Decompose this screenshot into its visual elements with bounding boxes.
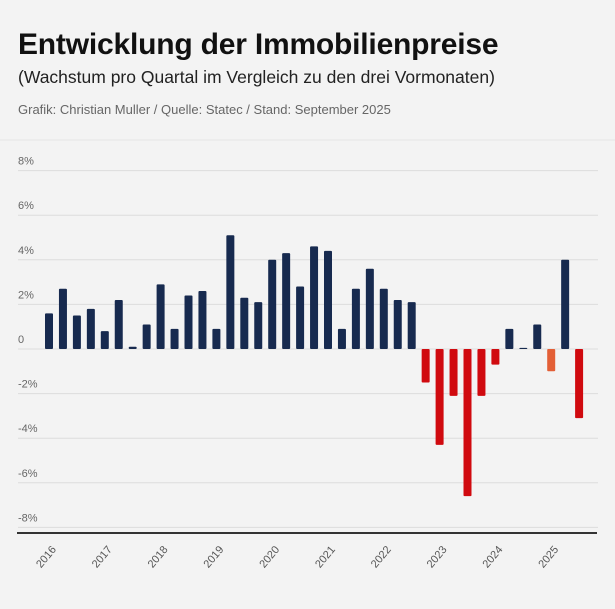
bar [170, 328, 179, 349]
bar [575, 349, 584, 419]
bar [365, 268, 374, 349]
bar [324, 250, 332, 349]
bar [477, 349, 486, 396]
bar [212, 328, 221, 349]
bar [310, 246, 319, 349]
x-tick-label: 2021 [313, 544, 338, 570]
bar [226, 235, 235, 349]
chart-credit: Grafik: Christian Muller / Quelle: State… [18, 102, 391, 117]
bar [156, 284, 165, 349]
bar [421, 349, 430, 383]
bar [519, 347, 528, 349]
x-tick-label: 2023 [425, 544, 450, 570]
x-tick-label: 2018 [146, 544, 171, 570]
chart-title: Entwicklung der Immobilienpreise [18, 28, 499, 61]
bar [296, 286, 305, 349]
bar [86, 308, 95, 349]
bar [533, 324, 542, 349]
x-tick-label: 2020 [257, 544, 282, 570]
y-tick-label: 4% [18, 245, 34, 257]
bar [463, 349, 472, 497]
y-tick-label: -2% [18, 379, 38, 391]
bar [45, 313, 53, 349]
x-tick-label: 2017 [90, 544, 115, 570]
x-tick-label: 2025 [536, 544, 561, 570]
x-tick-label: 2022 [369, 544, 394, 570]
bar [393, 299, 402, 349]
y-tick-label: -4% [18, 423, 38, 435]
x-tick-label: 2024 [481, 544, 506, 570]
y-tick-label: -6% [18, 468, 38, 480]
bar [72, 315, 81, 349]
bar [491, 349, 500, 365]
x-tick-label: 2019 [202, 544, 227, 570]
chart-subtitle: (Wachstum pro Quartal im Vergleich zu de… [18, 67, 495, 87]
bar [505, 328, 514, 349]
bar [561, 259, 570, 349]
bar [547, 349, 556, 372]
bar [379, 288, 388, 349]
bar [114, 299, 123, 349]
bar [435, 349, 444, 445]
bar [198, 291, 207, 349]
bar [337, 328, 346, 349]
bar [351, 288, 360, 349]
bar [58, 288, 67, 349]
bar [128, 346, 137, 349]
bar [407, 302, 416, 349]
bar [142, 324, 151, 349]
bar [268, 259, 277, 349]
bar [184, 295, 193, 349]
bar [449, 349, 458, 396]
bar [254, 302, 263, 349]
y-tick-label: -8% [18, 512, 38, 524]
bar [240, 297, 249, 349]
y-tick-label: 8% [18, 156, 34, 168]
x-tick-label: 2016 [34, 544, 59, 570]
y-tick-label: 6% [18, 200, 34, 212]
y-tick-label: 2% [18, 289, 34, 301]
bar [100, 331, 109, 349]
bar [282, 253, 291, 349]
y-tick-label: 0 [18, 334, 24, 346]
